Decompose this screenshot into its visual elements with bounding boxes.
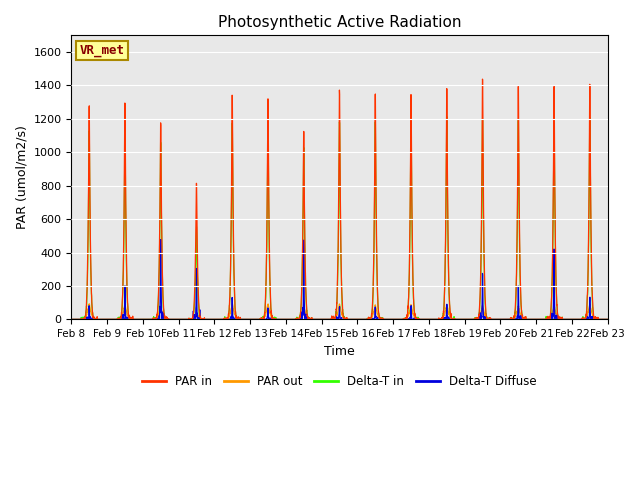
Delta-T Diffuse — [604, 316, 611, 322]
PAR out — [129, 316, 136, 322]
Title: Photosynthetic Active Radiation: Photosynthetic Active Radiation — [218, 15, 461, 30]
Legend: PAR in, PAR out, Delta-T in, Delta-T Diffuse: PAR in, PAR out, Delta-T in, Delta-T Dif… — [138, 371, 541, 393]
Text: VR_met: VR_met — [79, 44, 124, 57]
Delta-T Diffuse — [68, 316, 76, 322]
Y-axis label: PAR (umol/m2/s): PAR (umol/m2/s) — [15, 125, 28, 229]
PAR out — [296, 314, 304, 320]
PAR in — [273, 316, 281, 322]
Delta-T Diffuse — [157, 237, 164, 242]
Delta-T Diffuse — [161, 316, 168, 322]
Delta-T in — [604, 316, 611, 322]
Delta-T in — [68, 316, 76, 322]
PAR in — [479, 76, 486, 82]
Delta-T in — [536, 316, 543, 322]
Delta-T in — [161, 312, 168, 318]
Line: Delta-T in: Delta-T in — [72, 117, 607, 319]
PAR out — [604, 316, 611, 322]
PAR in — [593, 316, 601, 322]
PAR out — [536, 316, 543, 322]
Delta-T Diffuse — [296, 316, 304, 322]
Line: PAR out: PAR out — [72, 304, 607, 319]
PAR in — [536, 316, 543, 322]
PAR out — [85, 301, 93, 307]
Delta-T Diffuse — [593, 316, 601, 322]
Delta-T in — [296, 312, 304, 317]
Line: PAR in: PAR in — [72, 79, 607, 319]
PAR in — [68, 316, 76, 322]
PAR out — [593, 316, 601, 322]
Delta-T in — [273, 316, 281, 322]
PAR in — [129, 316, 136, 322]
Delta-T in — [129, 316, 136, 322]
PAR out — [273, 316, 281, 322]
X-axis label: Time: Time — [324, 345, 355, 358]
Delta-T in — [593, 315, 601, 321]
PAR in — [604, 316, 611, 322]
Delta-T in — [443, 114, 451, 120]
PAR out — [161, 315, 168, 321]
Delta-T Diffuse — [536, 316, 543, 322]
Delta-T Diffuse — [273, 316, 281, 322]
Delta-T Diffuse — [129, 316, 136, 322]
PAR out — [68, 316, 76, 322]
Line: Delta-T Diffuse: Delta-T Diffuse — [72, 240, 607, 319]
PAR in — [161, 314, 168, 320]
PAR in — [296, 313, 304, 319]
